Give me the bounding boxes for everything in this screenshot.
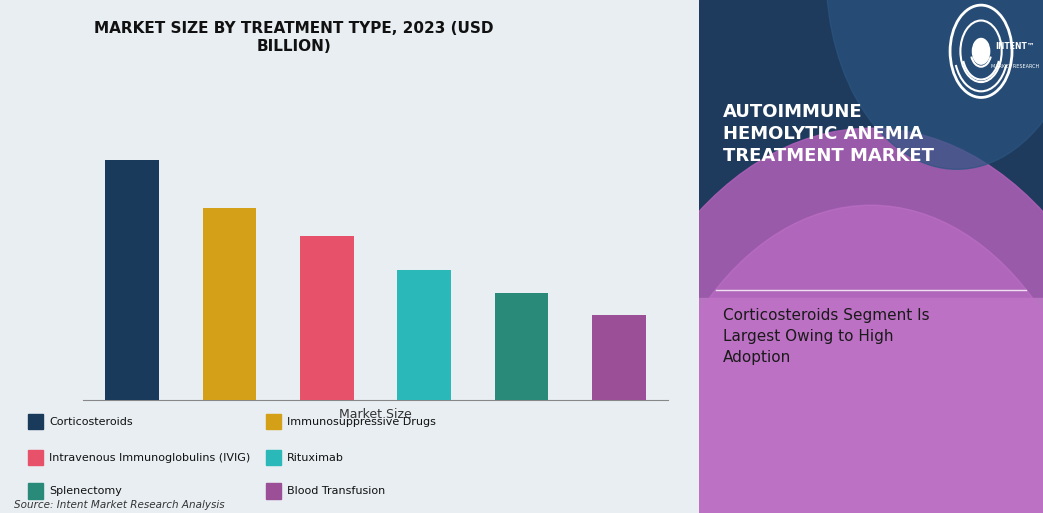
Circle shape <box>630 205 1043 513</box>
Bar <box>28 450 44 465</box>
Bar <box>28 414 44 429</box>
Text: AUTOIMMUNE
HEMOLYTIC ANEMIA
TREATMENT MARKET: AUTOIMMUNE HEMOLYTIC ANEMIA TREATMENT MA… <box>723 103 933 165</box>
Bar <box>105 160 159 400</box>
Bar <box>397 270 451 400</box>
Text: Blood Transfusion: Blood Transfusion <box>287 486 385 496</box>
Text: Corticosteroids: Corticosteroids <box>49 417 132 427</box>
Text: Immunosuppressive Drugs: Immunosuppressive Drugs <box>287 417 435 427</box>
Bar <box>266 483 281 499</box>
Text: INTENT™: INTENT™ <box>996 42 1036 51</box>
Circle shape <box>972 38 990 64</box>
Bar <box>699 298 1043 513</box>
Bar <box>494 293 549 400</box>
Bar <box>28 483 44 499</box>
Bar <box>266 450 281 465</box>
Bar <box>266 414 281 429</box>
Bar <box>202 208 257 400</box>
Circle shape <box>578 128 1043 513</box>
Text: Intravenous Immunoglobulins (IVIG): Intravenous Immunoglobulins (IVIG) <box>49 452 250 463</box>
Text: Splenectomy: Splenectomy <box>49 486 122 496</box>
Text: Rituximab: Rituximab <box>287 452 343 463</box>
Bar <box>699 0 1043 298</box>
Text: Corticosteroids Segment Is
Largest Owing to High
Adoption: Corticosteroids Segment Is Largest Owing… <box>723 308 929 365</box>
Text: MARKET RESEARCH: MARKET RESEARCH <box>991 64 1040 69</box>
Text: Source: Intent Market Research Analysis: Source: Intent Market Research Analysis <box>14 501 224 510</box>
Bar <box>300 236 354 400</box>
Bar <box>592 315 646 400</box>
Text: MARKET SIZE BY TREATMENT TYPE, 2023 (USD
BILLION): MARKET SIZE BY TREATMENT TYPE, 2023 (USD… <box>94 21 493 54</box>
X-axis label: Market Size: Market Size <box>339 408 412 422</box>
Circle shape <box>826 0 1043 169</box>
